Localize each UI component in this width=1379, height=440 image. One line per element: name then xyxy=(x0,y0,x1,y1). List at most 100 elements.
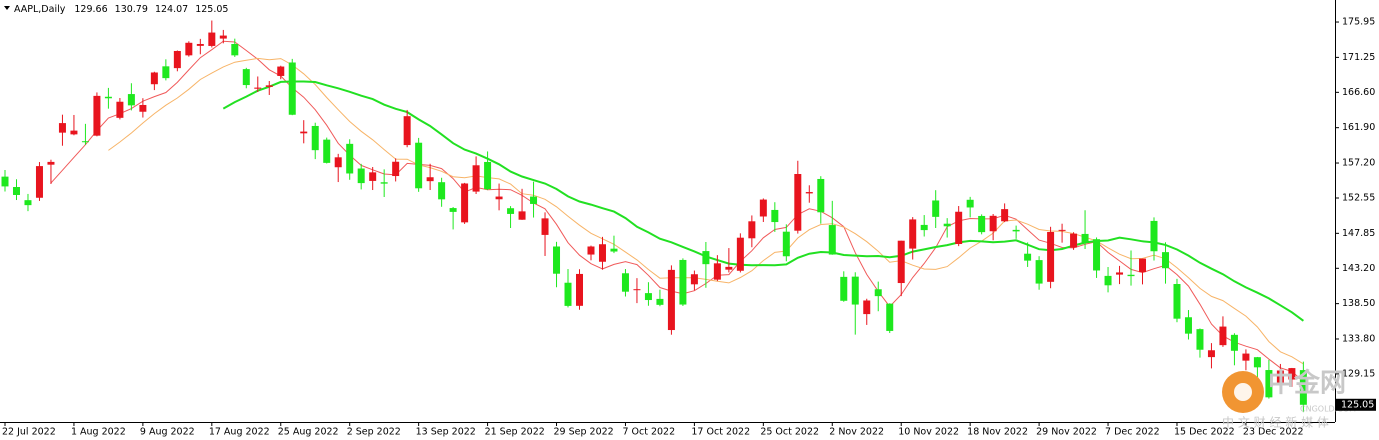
header: AAPL,Daily 129.66 130.79 124.07 125.05 xyxy=(14,4,228,15)
candle-body xyxy=(449,208,457,212)
candle-body xyxy=(1047,231,1055,282)
candle-body xyxy=(553,246,561,274)
x-tick-label: 9 Aug 2022 xyxy=(140,427,195,438)
candle-body xyxy=(1070,233,1078,248)
candle-body xyxy=(541,218,549,235)
x-tick-label: 7 Oct 2022 xyxy=(622,427,675,438)
candle-body xyxy=(139,104,147,112)
candle-body xyxy=(472,165,480,192)
candle-body xyxy=(874,289,882,297)
candle-body xyxy=(1104,275,1112,286)
low: 124.07 xyxy=(155,4,188,15)
candle-body xyxy=(162,66,170,79)
candle-body xyxy=(173,50,181,69)
candle-body xyxy=(104,96,112,99)
candle-body xyxy=(1242,353,1250,361)
candle-body xyxy=(644,293,652,301)
candle-body xyxy=(920,224,928,231)
candle-body xyxy=(978,215,986,233)
candle-body xyxy=(495,196,503,200)
y-tick-label: 175.95 xyxy=(1342,17,1375,28)
candle-body xyxy=(403,116,411,146)
y-tick-label: 138.50 xyxy=(1342,298,1375,309)
candle-body xyxy=(748,221,756,239)
candle-body xyxy=(58,123,66,133)
high: 130.79 xyxy=(115,4,148,15)
candle-body xyxy=(438,182,446,200)
candle-body xyxy=(1230,334,1238,351)
candle-body xyxy=(1219,326,1227,346)
candle-body xyxy=(380,182,388,184)
candle-body xyxy=(863,300,871,315)
candle-body xyxy=(507,208,515,214)
x-tick-label: 23 Dec 2022 xyxy=(1243,427,1304,438)
candle-body xyxy=(587,246,595,255)
x-tick-label: 2 Nov 2022 xyxy=(829,427,884,438)
candle-body xyxy=(265,85,273,87)
candle-body xyxy=(886,303,894,331)
candle-body xyxy=(943,223,951,227)
candle-body xyxy=(1299,370,1307,405)
y-tick-label: 166.60 xyxy=(1342,87,1375,98)
candle-body xyxy=(12,187,20,195)
candle-body xyxy=(185,42,193,56)
candle-body xyxy=(81,141,89,143)
candle-body xyxy=(1161,252,1169,269)
candle-body xyxy=(759,199,767,217)
candle-body xyxy=(690,274,698,285)
candle-body xyxy=(426,177,434,182)
candle-body xyxy=(851,276,859,305)
candle-body xyxy=(782,231,790,257)
candle-body xyxy=(1012,229,1020,232)
x-tick-label: 18 Nov 2022 xyxy=(967,427,1028,438)
candle-body xyxy=(323,139,331,163)
candle-body xyxy=(346,143,354,174)
candle-body xyxy=(369,172,377,181)
symbol: AAPL,Daily xyxy=(14,4,66,15)
candle-body xyxy=(794,174,802,231)
candle-body xyxy=(1127,274,1135,277)
x-tick-label: 17 Aug 2022 xyxy=(209,427,270,438)
candle-body xyxy=(231,43,239,56)
candle-body xyxy=(771,209,779,223)
candle-body xyxy=(897,240,905,284)
site: CNGOLD.COM xyxy=(1300,405,1356,414)
candle-body xyxy=(311,125,319,151)
y-tick-label: 133.80 xyxy=(1342,333,1375,344)
candle-body xyxy=(1173,284,1181,319)
x-tick-label: 17 Oct 2022 xyxy=(691,427,750,438)
candle-body xyxy=(415,142,423,189)
candle-body xyxy=(334,157,342,168)
candle-body xyxy=(576,273,583,306)
x-tick-label: 25 Aug 2022 xyxy=(278,427,339,438)
candle-body xyxy=(196,43,204,46)
x-tick-label: 1 Aug 2022 xyxy=(71,427,126,438)
candle-body xyxy=(357,168,365,184)
candle-body xyxy=(1207,350,1215,358)
x-tick-label: 29 Sep 2022 xyxy=(554,427,614,438)
candle-body xyxy=(47,161,55,165)
candle-body xyxy=(1276,370,1284,383)
candle-body xyxy=(219,35,227,39)
logo-inner xyxy=(1234,383,1252,401)
moving-average xyxy=(222,80,1304,322)
candle-body xyxy=(1184,317,1192,334)
x-tick-label: 2 Sep 2022 xyxy=(347,427,401,438)
candle-body xyxy=(150,72,158,85)
candle-body xyxy=(461,183,469,223)
candle-body xyxy=(254,87,262,89)
price-marker xyxy=(1336,398,1376,411)
candle-body xyxy=(656,298,664,305)
candle-body xyxy=(736,237,744,271)
candle-body xyxy=(24,200,32,206)
candle-body xyxy=(713,263,721,280)
x-tick-label: 13 Sep 2022 xyxy=(416,427,476,438)
candle-body xyxy=(817,178,825,213)
y-tick-label: 161.90 xyxy=(1342,122,1375,133)
price-marker-label: 125.05 xyxy=(1341,399,1374,410)
moving-average xyxy=(50,40,1304,382)
x-tick-label: 15 Dec 2022 xyxy=(1174,427,1235,438)
x-tick-label: 25 Oct 2022 xyxy=(760,427,819,438)
candle-body xyxy=(805,192,813,194)
open: 129.66 xyxy=(74,4,107,15)
